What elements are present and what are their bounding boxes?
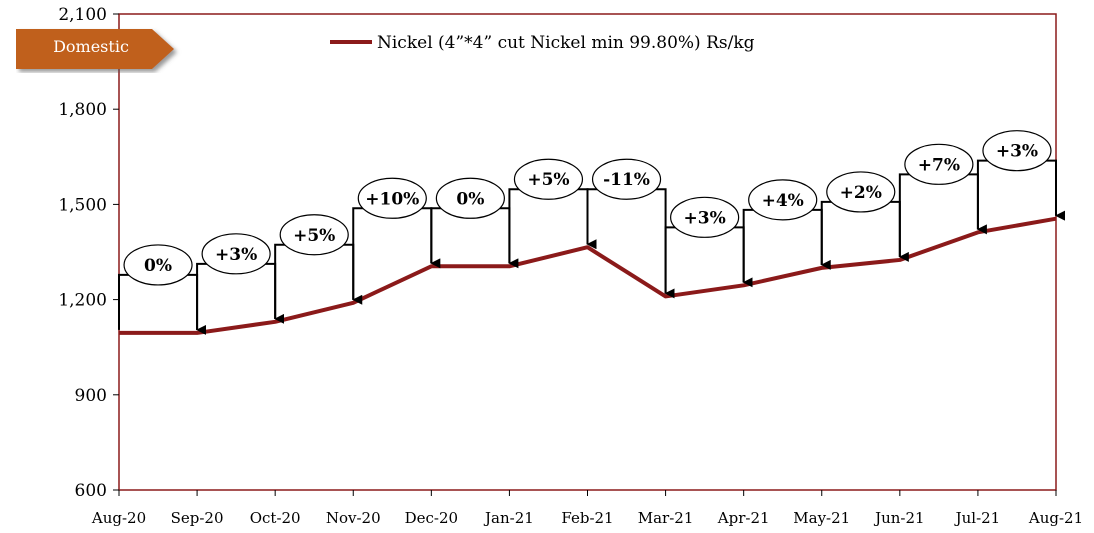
change-label: +3% — [996, 142, 1038, 162]
tag-label: Domestic — [53, 37, 129, 56]
change-bubble — [123, 244, 193, 286]
change-arrow — [586, 188, 675, 299]
x-tick-label: Oct-20 — [250, 509, 301, 527]
y-tick-label: 600 — [75, 481, 107, 501]
y-tick-label: 2,100 — [58, 5, 107, 25]
x-tick-label: Jan-21 — [483, 509, 534, 527]
change-bubble — [201, 233, 271, 275]
tag-arrow-shape — [16, 29, 174, 69]
change-label: +2% — [840, 183, 882, 203]
change-label: 0% — [144, 256, 172, 276]
change-bubble — [748, 179, 818, 221]
change-label: +5% — [293, 226, 335, 246]
y-tick-label: 900 — [75, 386, 107, 406]
change-label: +10% — [365, 189, 419, 209]
change-label: -11% — [603, 170, 650, 190]
change-label: +7% — [918, 155, 960, 175]
change-bubble — [435, 177, 505, 219]
change-bubble — [904, 143, 974, 185]
x-tick-label: Aug-21 — [1028, 509, 1083, 527]
change-label: +3% — [684, 208, 726, 228]
x-tick-label: Jun-21 — [873, 509, 925, 527]
legend-label: Nickel (4”*4” cut Nickel min 99.80%) Rs/… — [377, 33, 755, 53]
y-tick-label: 1,500 — [58, 195, 107, 215]
x-tick-label: Feb-21 — [561, 509, 613, 527]
x-tick-label: Nov-20 — [326, 509, 381, 527]
x-tick-label: May-21 — [793, 509, 850, 527]
domestic-tag: Domestic — [16, 25, 184, 73]
y-tick-label: 1,800 — [58, 100, 107, 120]
change-arrow — [274, 243, 363, 319]
change-bubble — [513, 158, 584, 200]
y-tick-label: 1,200 — [58, 291, 107, 311]
change-label: +5% — [527, 170, 569, 190]
x-tick-label: Jul-21 — [954, 509, 1001, 527]
change-bubble — [826, 171, 896, 213]
x-tick-label: Apr-21 — [717, 509, 770, 527]
change-bubble — [670, 196, 740, 238]
change-bubble — [982, 130, 1052, 172]
change-bubble — [591, 158, 662, 200]
change-label: 0% — [456, 189, 484, 209]
change-bubble — [279, 214, 349, 256]
change-label: +3% — [215, 245, 257, 265]
change-label: +4% — [762, 191, 804, 211]
x-tick-label: Sep-20 — [171, 509, 224, 527]
x-tick-label: Aug-20 — [91, 509, 146, 527]
x-tick-label: Dec-20 — [405, 509, 458, 527]
change-arrow — [508, 188, 597, 264]
change-bubble — [357, 177, 427, 219]
x-tick-label: Mar-21 — [638, 509, 694, 527]
